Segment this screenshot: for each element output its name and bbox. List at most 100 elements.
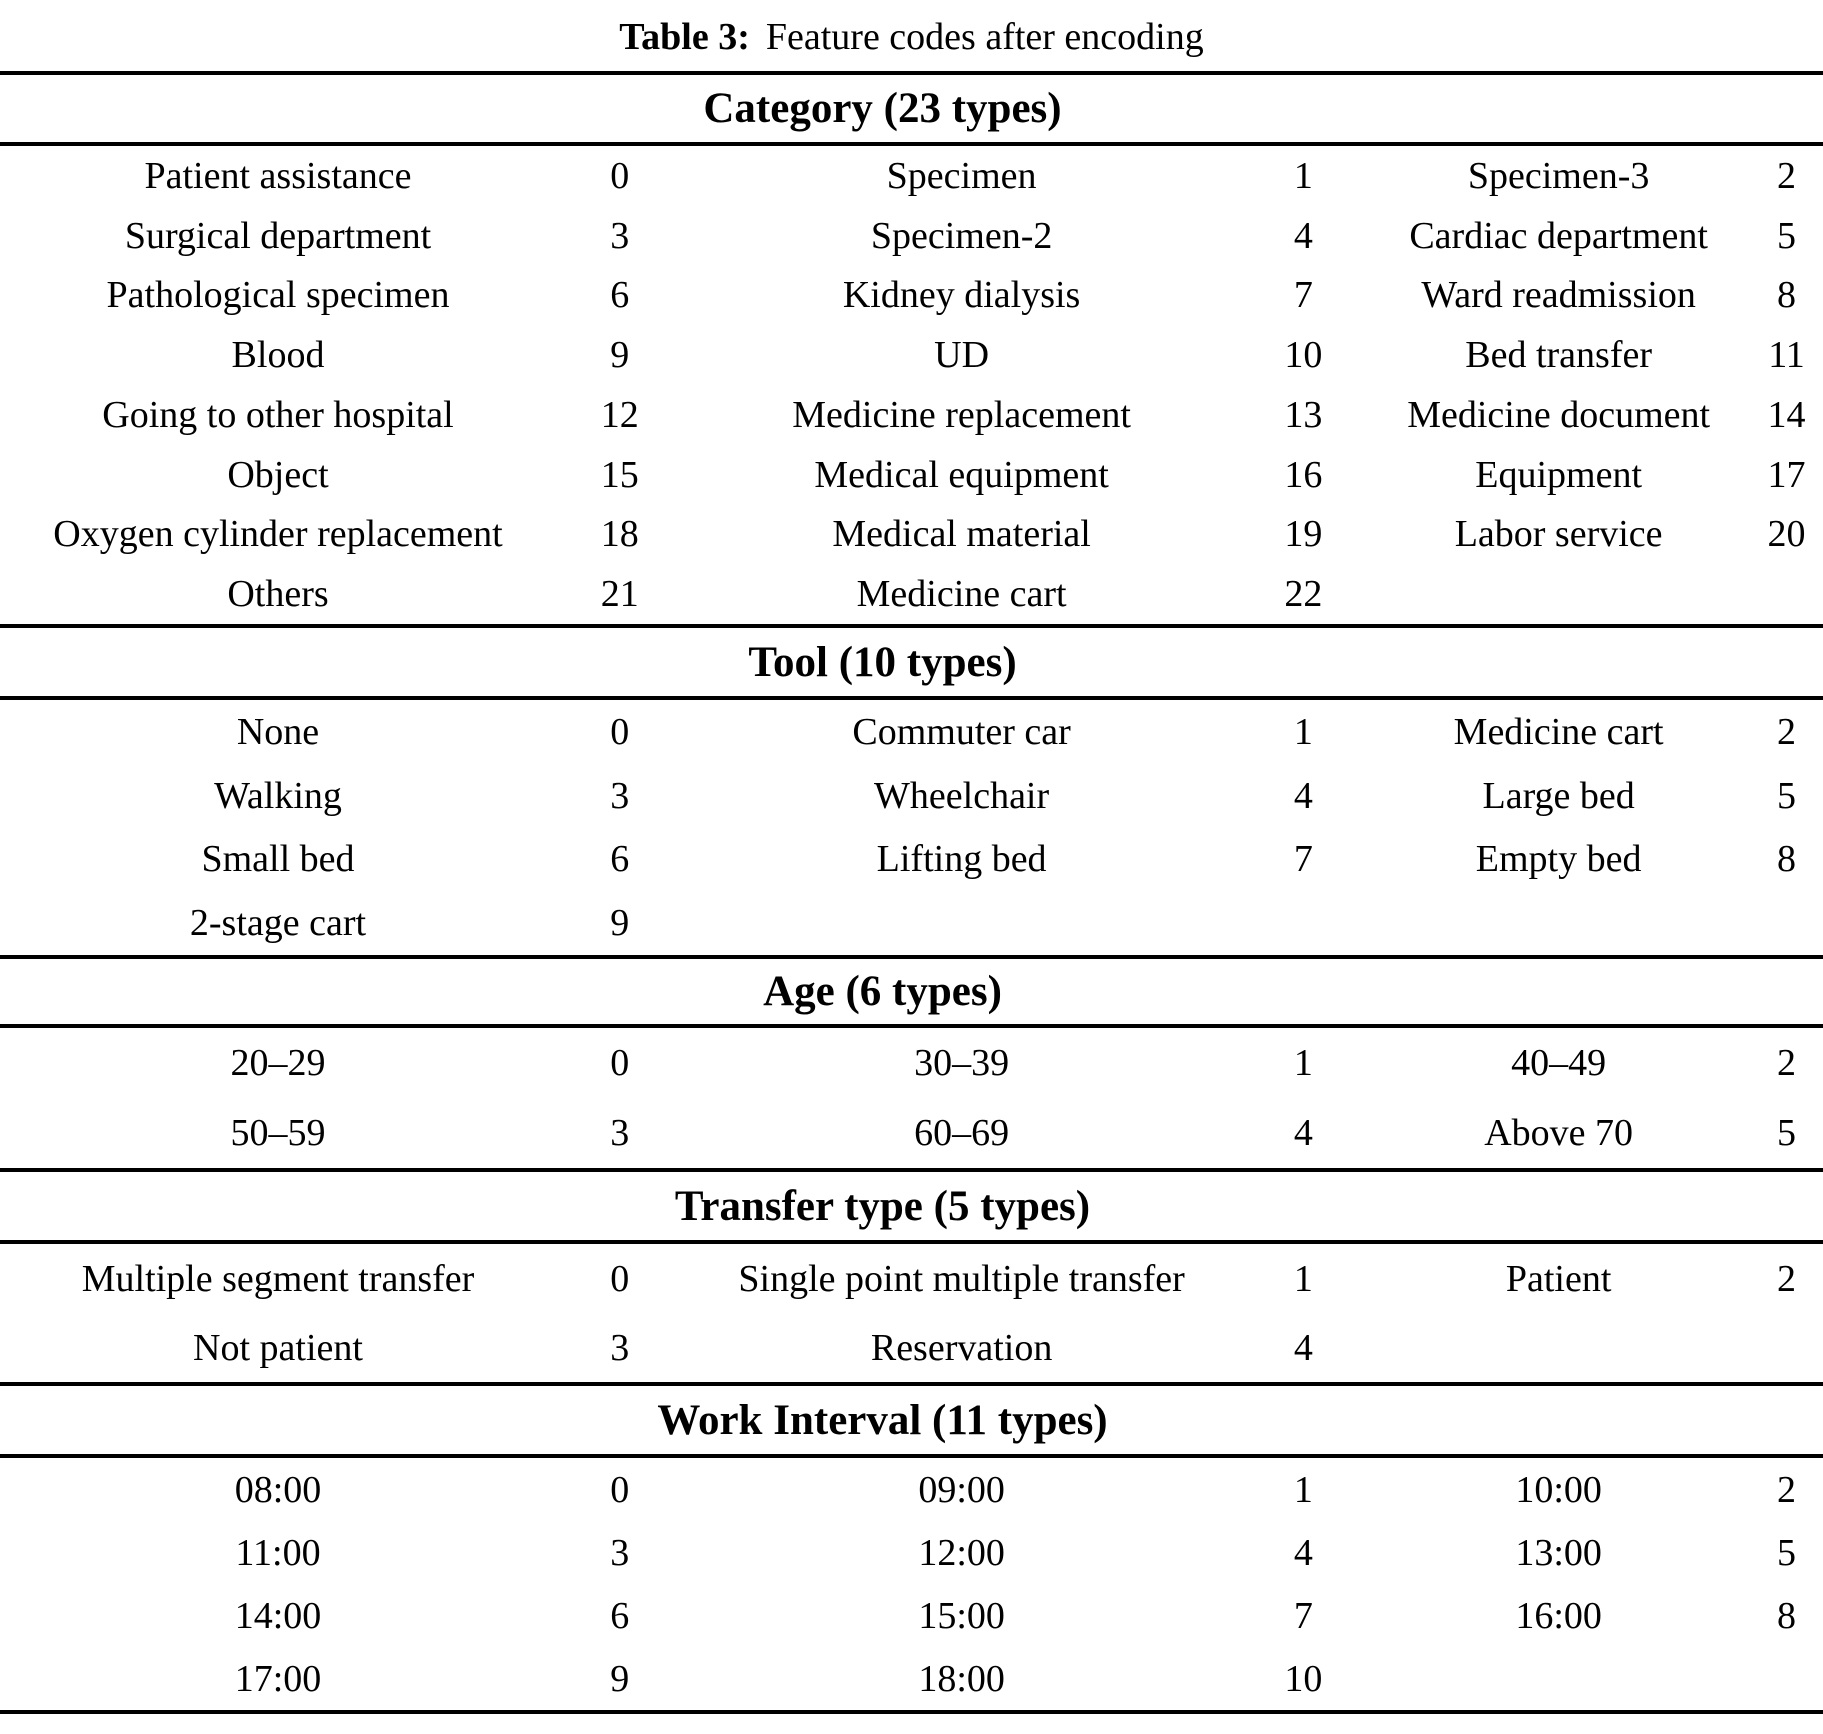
section-header: Transfer type (5 types) — [0, 1168, 1823, 1244]
feature-label: Walking — [214, 774, 342, 817]
feature-label: Reservation — [870, 1326, 1053, 1369]
feature-code: 12 — [600, 393, 639, 436]
table-row: Multiple segment transfer 0 Single point m… — [0, 1242, 1823, 1313]
feature-label: Pathological specimen — [106, 274, 450, 317]
feature-code: 2 — [1777, 154, 1797, 197]
feature-code — [1750, 1647, 1823, 1712]
feature-code: 17 — [1767, 453, 1806, 496]
feature-code — [1240, 891, 1368, 957]
feature-code: 3 — [610, 774, 630, 817]
feature-label — [1367, 891, 1750, 957]
section-header-row: Age (6 types) — [0, 955, 1823, 1028]
feature-code: 8 — [1777, 1594, 1797, 1637]
feature-label: Equipment — [1475, 453, 1643, 496]
table-row: Walking 3 Wheelchair 4 Large bed 5 — [0, 764, 1823, 828]
feature-label: Multiple segment transfer — [81, 1257, 475, 1300]
feature-code: 13 — [1284, 393, 1323, 436]
table-row: 2-stage cart 9 — [0, 891, 1823, 957]
table-row: Surgical department 3 Specimen-2 4 Cardiac d… — [0, 206, 1823, 266]
table-row: 17:00 9 18:00 10 — [0, 1647, 1823, 1712]
feature-code: 15 — [600, 453, 639, 496]
feature-label: Above 70 — [1484, 1112, 1634, 1154]
feature-label: Cardiac department — [1409, 214, 1708, 257]
feature-label: 40–49 — [1511, 1042, 1607, 1084]
feature-label: 20–29 — [230, 1042, 326, 1084]
feature-code — [1750, 1313, 1823, 1384]
feature-label — [1367, 564, 1750, 626]
feature-label: Commuter car — [852, 710, 1071, 753]
section-header-row: Tool (10 types) — [0, 624, 1823, 700]
feature-label: Specimen-2 — [870, 214, 1053, 257]
feature-label: Kidney dialysis — [842, 274, 1081, 317]
feature-label: Surgical department — [124, 214, 432, 257]
feature-code: 0 — [610, 1042, 630, 1084]
feature-label: 18:00 — [918, 1657, 1005, 1700]
feature-code: 4 — [1293, 1326, 1313, 1369]
feature-label: 11:00 — [235, 1531, 321, 1574]
feature-code: 8 — [1777, 274, 1797, 317]
feature-code: 5 — [1777, 214, 1797, 257]
feature-label: Specimen — [886, 154, 1037, 197]
feature-label: Single point multiple transfer — [738, 1257, 1185, 1300]
feature-label: Going to other hospital — [102, 393, 454, 436]
table-row: Blood 9 UD 10 Bed transfer 11 — [0, 325, 1823, 385]
feature-code: 2 — [1777, 1042, 1797, 1084]
table-row: 08:00 0 09:00 1 10:00 2 — [0, 1456, 1823, 1521]
feature-code: 10 — [1284, 334, 1323, 377]
table-caption-label: Table 3: — [619, 15, 750, 58]
feature-label — [1367, 1647, 1750, 1712]
feature-label: Bed transfer — [1465, 334, 1653, 377]
feature-label: Not patient — [193, 1326, 363, 1369]
table-row: None 0 Commuter car 1 Medicine cart 2 — [0, 698, 1823, 764]
feature-label: 14:00 — [234, 1594, 322, 1637]
table-row: Object 15 Medical equipment 16 Equipment 17 — [0, 445, 1823, 505]
feature-label: Medical material — [832, 513, 1091, 556]
feature-code: 16 — [1284, 453, 1323, 496]
feature-code: 20 — [1767, 513, 1806, 556]
feature-label: 16:00 — [1515, 1594, 1602, 1637]
feature-label: 12:00 — [918, 1531, 1005, 1574]
feature-label: 30–39 — [914, 1042, 1010, 1084]
table-row: 14:00 6 15:00 7 16:00 8 — [0, 1584, 1823, 1647]
feature-code: 9 — [610, 334, 630, 377]
feature-code: 5 — [1777, 774, 1797, 817]
feature-code: 6 — [610, 838, 630, 881]
feature-label: 15:00 — [918, 1594, 1005, 1637]
feature-label: 08:00 — [234, 1468, 322, 1511]
feature-code: 2 — [1777, 710, 1797, 753]
table-row: 11:00 3 12:00 4 13:00 5 — [0, 1521, 1823, 1584]
feature-label: 13:00 — [1515, 1531, 1602, 1574]
feature-code: 14 — [1767, 393, 1806, 436]
feature-code: 1 — [1293, 154, 1313, 197]
table-caption: Table 3: Feature codes after encoding — [0, 0, 1823, 71]
feature-label: Medicine replacement — [792, 393, 1131, 436]
section-header-row: Category (23 types) — [0, 71, 1823, 146]
table-row: Pathological specimen 6 Kidney dialysis 7 Wa… — [0, 266, 1823, 326]
feature-code: 7 — [1293, 838, 1313, 881]
table-row: 50–59 3 60–69 4 Above 70 5 — [0, 1098, 1823, 1170]
feature-label: Large bed — [1482, 774, 1635, 817]
feature-label: UD — [934, 334, 990, 377]
feature-code: 1 — [1293, 710, 1313, 753]
feature-label — [1367, 1313, 1750, 1384]
table-caption-text: Feature codes after encoding — [765, 15, 1204, 58]
feature-code: 10 — [1284, 1657, 1323, 1700]
feature-code: 0 — [610, 1257, 630, 1300]
feature-code: 4 — [1293, 1531, 1313, 1574]
section-header: Tool (10 types) — [0, 624, 1823, 700]
feature-code: 21 — [600, 573, 639, 616]
feature-code: 11 — [1768, 334, 1805, 377]
feature-label: Medicine cart — [1453, 710, 1664, 753]
feature-code: 2 — [1777, 1468, 1797, 1511]
feature-code: 22 — [1284, 573, 1323, 616]
feature-label: Labor service — [1454, 513, 1663, 556]
feature-code: 8 — [1777, 838, 1797, 881]
table-row: Patient assistance 0 Specimen 1 Specimen-3 2 — [0, 144, 1823, 206]
feature-label: Patient assistance — [144, 154, 412, 197]
table-row: Oxygen cylinder replacement 18 Medical mat… — [0, 505, 1823, 565]
feature-code: 0 — [610, 154, 630, 197]
feature-code: 1 — [1293, 1257, 1313, 1300]
section-header: Work Interval (11 types) — [0, 1382, 1823, 1458]
feature-code: 4 — [1293, 1112, 1313, 1154]
